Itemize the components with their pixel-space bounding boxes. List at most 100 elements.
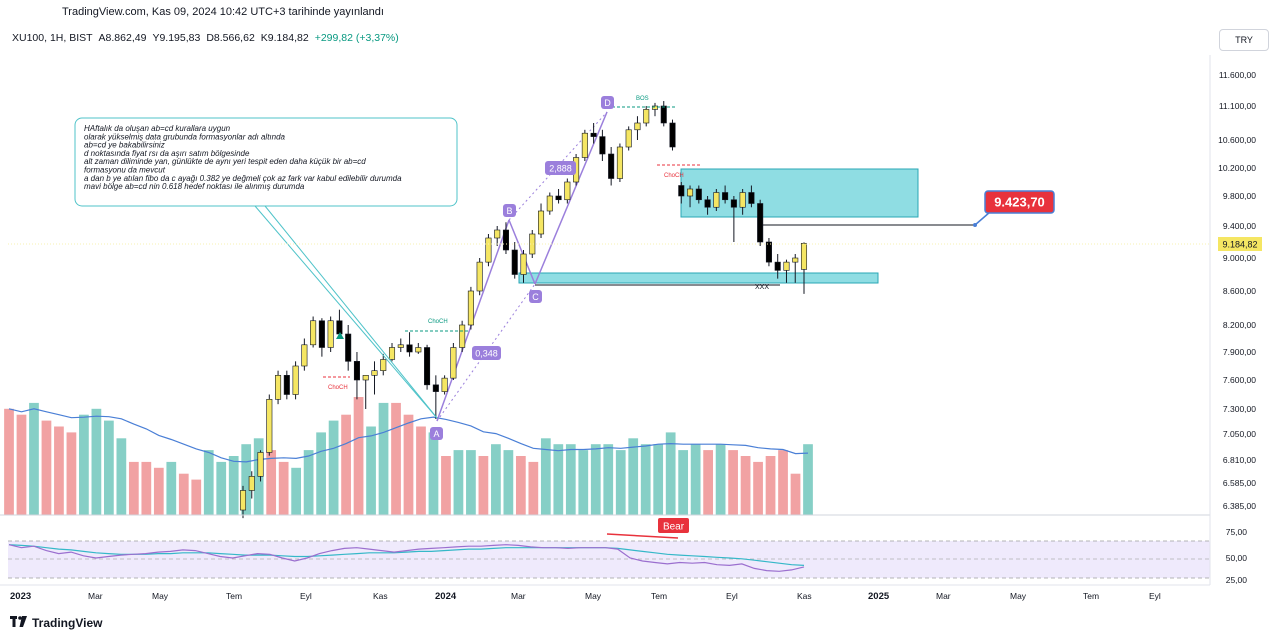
candle[interactable] (292, 361, 299, 400)
annotation-line: HAftalık da oluşan ab=cd kurallara uygun (84, 124, 231, 133)
candle[interactable] (450, 343, 457, 380)
candle[interactable] (765, 238, 772, 267)
candle[interactable] (283, 370, 290, 400)
candle[interactable] (555, 189, 562, 204)
candle[interactable] (757, 199, 764, 246)
candle[interactable] (380, 353, 387, 376)
volume-bar (466, 450, 476, 515)
candle[interactable] (616, 143, 623, 183)
candle[interactable] (774, 254, 781, 279)
candle[interactable] (388, 343, 396, 362)
volume-bar (515, 456, 526, 515)
bc-leg[interactable] (508, 219, 536, 285)
point-d-label: D (604, 98, 611, 108)
candle[interactable] (660, 101, 667, 127)
candle[interactable] (494, 226, 501, 246)
candle[interactable] (310, 316, 317, 348)
candle[interactable] (345, 325, 352, 371)
candle[interactable] (590, 123, 597, 144)
candle[interactable] (783, 259, 790, 283)
candle[interactable] (722, 185, 729, 204)
candle[interactable] (432, 375, 439, 419)
candle[interactable] (704, 196, 711, 215)
annotation-line: mavi bölge ab=cd nin 0.618 hedef noktası… (84, 182, 305, 191)
candle[interactable] (424, 344, 431, 390)
candle[interactable] (441, 375, 448, 395)
volume-bar (416, 426, 426, 515)
candle[interactable] (266, 394, 273, 456)
bear-divergence-line (606, 533, 679, 539)
footer-brand[interactable]: TradingView (10, 616, 102, 630)
candle[interactable] (406, 332, 413, 357)
cd-leg[interactable] (534, 111, 608, 285)
candle[interactable] (581, 129, 588, 161)
volume-bar (778, 450, 788, 515)
annotation-box[interactable] (74, 117, 458, 207)
up-arrow-marker-icon (336, 332, 344, 339)
candle[interactable] (625, 126, 632, 151)
chart-canvas[interactable]: ChoCH ChoCH BOS ChoCH XXX HAftalık da ol… (0, 0, 1280, 612)
currency-button[interactable]: TRY (1219, 29, 1269, 51)
candle[interactable] (634, 116, 641, 140)
volume-bar (703, 450, 713, 515)
price-tick-label: 11.600,00 (1219, 70, 1256, 80)
candle[interactable] (327, 316, 334, 353)
candle[interactable] (792, 254, 799, 283)
price-callout-text[interactable]: 9.423,70 (994, 195, 1045, 210)
candle[interactable] (651, 102, 659, 117)
volume-bar (128, 461, 139, 515)
candle[interactable] (415, 343, 422, 354)
candle[interactable] (800, 242, 808, 294)
candle[interactable] (502, 222, 509, 254)
ratio-bc-label: 0,348 (475, 349, 498, 359)
volume-bar (640, 444, 651, 515)
candle[interactable] (564, 178, 571, 204)
candle[interactable] (546, 192, 553, 215)
candle[interactable] (538, 203, 545, 239)
candle[interactable] (669, 119, 676, 151)
candle[interactable] (695, 185, 702, 204)
candle[interactable] (362, 375, 369, 409)
time-tick-label: Kas (373, 591, 388, 601)
candle[interactable] (485, 234, 492, 267)
ticker-label[interactable]: XU100, 1H, BIST (12, 32, 93, 44)
rsi-tick-label: 75,00 (1226, 527, 1248, 537)
candle[interactable] (687, 185, 694, 208)
target-zone-lower[interactable] (518, 272, 879, 284)
symbol-info-bar[interactable]: XU100, 1H, BIST A8.862,49 Y9.195,83 D8.5… (12, 32, 399, 44)
candle[interactable] (730, 196, 737, 242)
candle[interactable] (599, 129, 606, 161)
footer-brand-text: TradingView (32, 616, 103, 630)
candle[interactable] (397, 338, 404, 353)
volume-bar (29, 402, 39, 515)
candle[interactable] (678, 182, 685, 204)
volume-moving-average (8, 408, 809, 463)
candle[interactable] (713, 189, 720, 211)
candle[interactable] (239, 485, 247, 519)
ratio-badge-bc: 0,348 (472, 346, 501, 360)
candle[interactable] (467, 286, 474, 330)
candle[interactable] (739, 189, 746, 215)
candle[interactable] (520, 250, 527, 283)
candle[interactable] (459, 320, 466, 352)
candle[interactable] (318, 318, 325, 357)
candle[interactable] (476, 258, 483, 296)
volume-bar (803, 444, 813, 515)
choch-label-2: ChoCH (428, 319, 448, 325)
volume-bar (341, 414, 351, 515)
candle[interactable] (748, 185, 755, 208)
candle[interactable] (643, 106, 650, 127)
candle[interactable] (608, 147, 615, 186)
annotation-line: olarak yükselmiş data grubunda formasyon… (84, 132, 286, 141)
candle[interactable] (371, 361, 378, 395)
candle[interactable] (257, 450, 264, 482)
candle[interactable] (301, 338, 308, 371)
volume-bar (391, 402, 401, 515)
candle[interactable] (529, 230, 536, 258)
candle[interactable] (275, 370, 282, 405)
candle[interactable] (248, 471, 255, 499)
candle[interactable] (353, 352, 360, 400)
volume-bar (91, 408, 102, 515)
rsi-tick-label: 25,00 (1226, 575, 1248, 585)
candle[interactable] (511, 242, 518, 279)
